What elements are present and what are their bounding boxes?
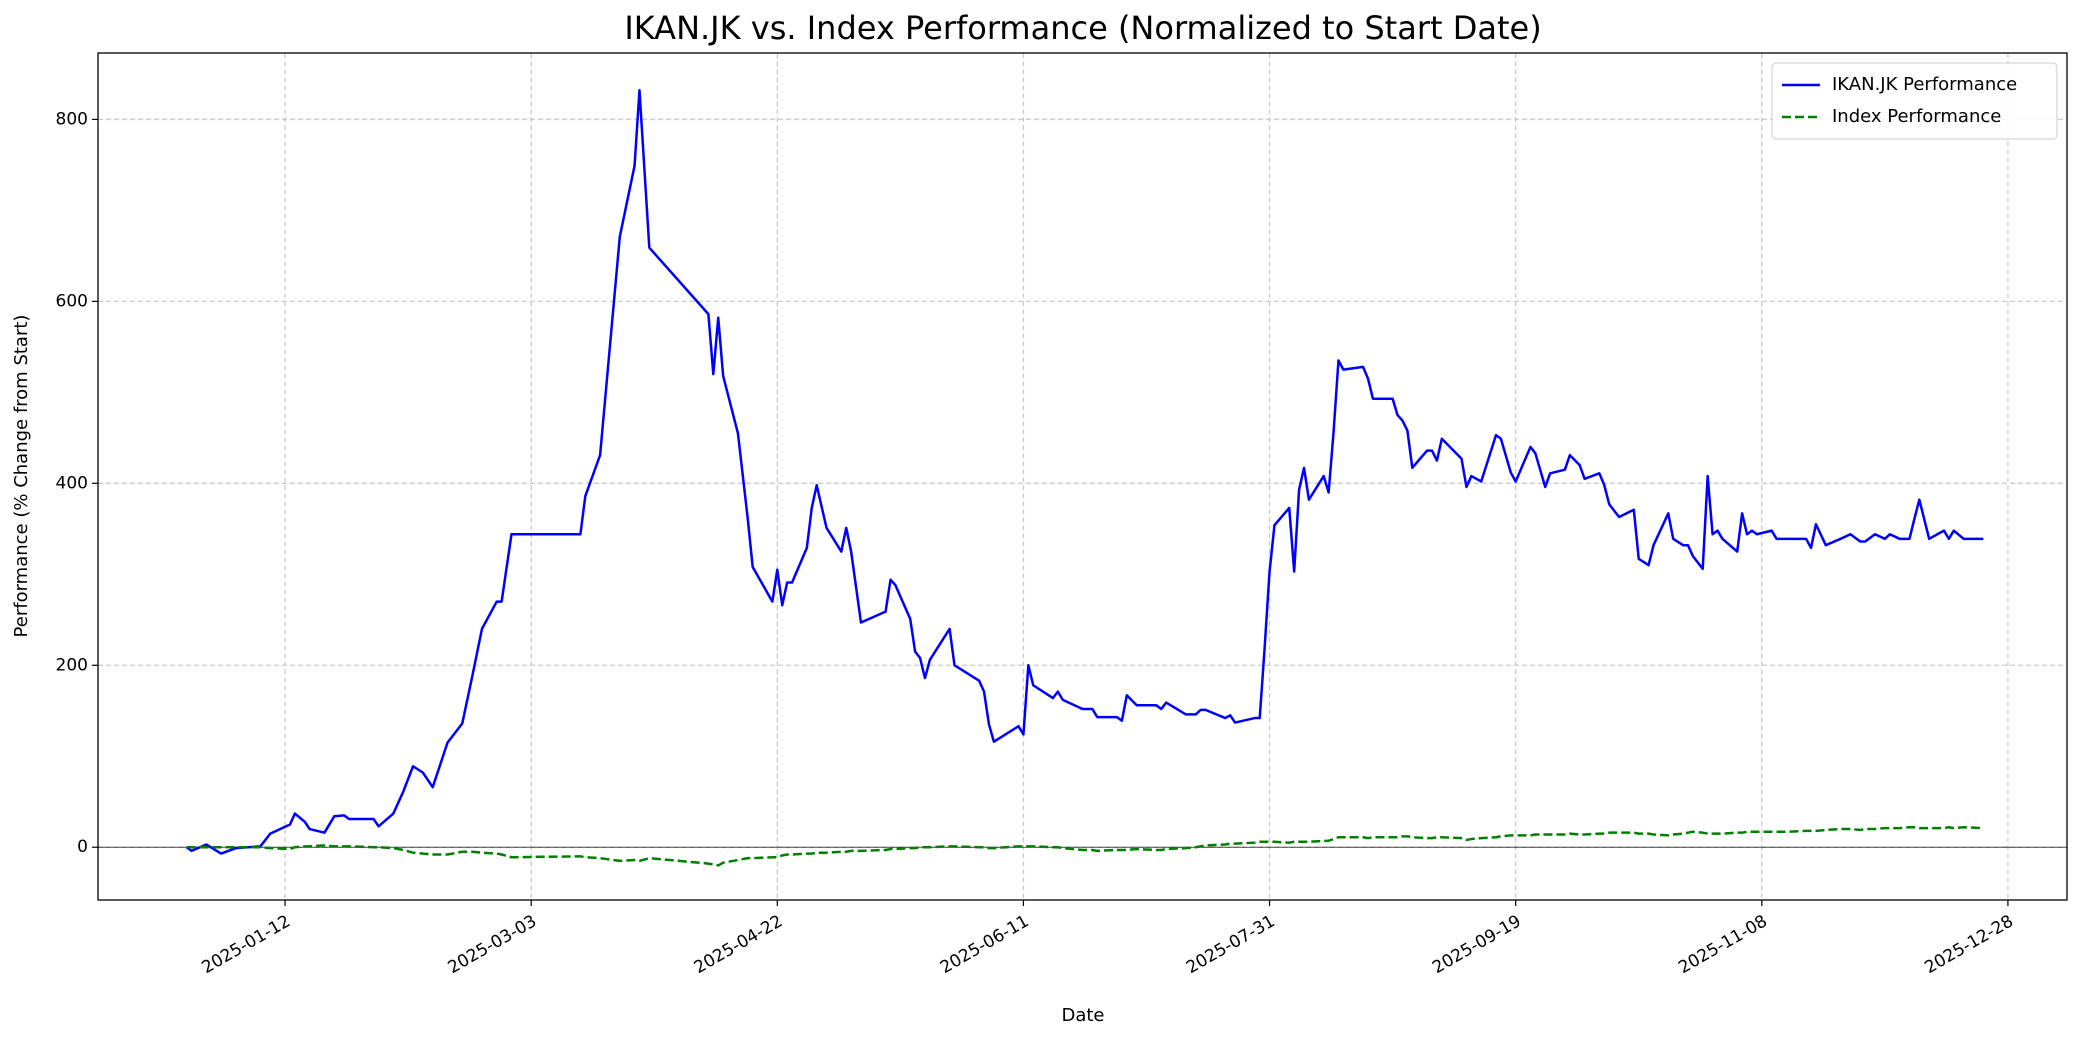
chart-title: IKAN.JK vs. Index Performance (Normalize… (624, 9, 1541, 47)
legend-box (1771, 62, 2058, 140)
y-tick-label: 200 (56, 655, 88, 675)
data-line (185, 89, 1984, 855)
y-tick-label: 600 (56, 291, 88, 311)
x-axis-label: Date (1061, 1005, 1104, 1026)
y-axis-label: Performance (% Change from Start) (11, 315, 32, 638)
legend-label: Index Performance (1832, 106, 2001, 127)
plot-frame (97, 52, 2068, 901)
y-tick-label: 800 (56, 109, 88, 129)
legend-label: IKAN.JK Performance (1832, 74, 2017, 95)
y-tick-label: 0 (77, 837, 88, 857)
data-line (186, 825, 1984, 867)
y-tick-label: 400 (56, 473, 88, 493)
